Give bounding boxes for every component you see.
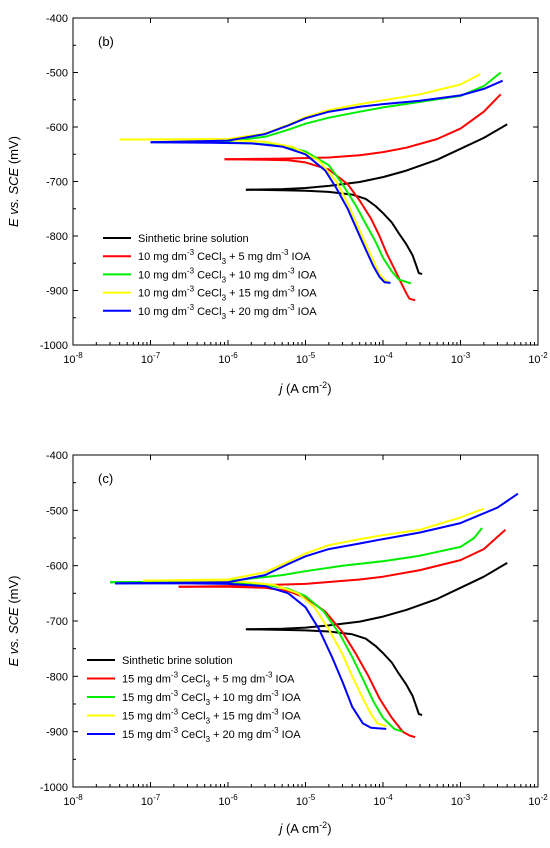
- x-axis-label: j (A cm-2): [277, 820, 331, 836]
- chart-panel-1: -1000 -900 -800 -700 -600 -500 -400 10-8 10-7 10-…: [6, 13, 548, 396]
- y-tick-label: -1000: [40, 340, 68, 352]
- series-4-anodic-branch: [119, 73, 481, 141]
- series-1-anodic-branch: [245, 123, 508, 191]
- series-2-cathodic-branch: [178, 585, 416, 739]
- series-2-anodic-branch: [178, 528, 507, 588]
- series-3-anodic-branch: [156, 71, 502, 144]
- legend-entry: Sinthetic brine solution: [138, 233, 249, 245]
- x-tick-label: 10-8: [63, 793, 83, 808]
- y-axis-label: E vs. SCE (mV): [6, 136, 21, 227]
- series-5-anodic-branch: [150, 79, 504, 144]
- y-tick-label: -900: [46, 286, 68, 298]
- y-tick-label: -700: [46, 616, 68, 628]
- series-2-cathodic-branch: [224, 158, 416, 302]
- x-tick-label: 10-2: [528, 351, 548, 366]
- series-3-cathodic-branch: [110, 581, 404, 733]
- series-1-cathodic-branch: [245, 628, 423, 717]
- legend-entry: 10 mg dm-3 CeCl3 + 5 mg dm-3 IOA: [138, 248, 311, 266]
- y-tick-label: -900: [46, 727, 68, 739]
- x-tick-label: 10-3: [451, 793, 471, 808]
- x-axis-label: j (A cm-2): [277, 380, 331, 396]
- series-4-cathodic-branch: [143, 579, 387, 728]
- y-axis-label: E vs. SCE (mV): [6, 575, 21, 666]
- series-5-anodic-branch: [115, 492, 519, 585]
- y-tick-label: -500: [46, 505, 68, 517]
- panel-label: (b): [98, 34, 114, 49]
- y-tick-label: -700: [46, 177, 68, 189]
- y-tick-label: -1000: [40, 782, 68, 794]
- legend-entry: 15 mg dm-3 CeCl3 + 15 mg dm-3 IOA: [122, 708, 301, 726]
- chart-panel-2: -1000 -900 -800 -700 -600 -500 -400 10-8 10-7 10-…: [6, 450, 548, 836]
- legend-entry: 15 mg dm-3 CeCl3 + 5 mg dm-3 IOA: [122, 671, 295, 689]
- y-tick-label: -800: [46, 231, 68, 243]
- legend-entry: 10 mg dm-3 CeCl3 + 10 mg dm-3 IOA: [138, 266, 317, 284]
- y-tick-label: -500: [46, 68, 68, 80]
- x-tick-label: 10-8: [63, 351, 83, 366]
- x-tick-label: 10-5: [296, 793, 316, 808]
- legend-entry: 10 mg dm-3 CeCl3 + 20 mg dm-3 IOA: [138, 303, 317, 321]
- series-1-cathodic-branch: [245, 188, 423, 276]
- legend-entry: 15 mg dm-3 CeCl3 + 10 mg dm-3 IOA: [122, 689, 301, 707]
- series-3-anodic-branch: [109, 527, 483, 584]
- x-tick-label: 10-3: [451, 351, 471, 366]
- y-tick-label: -400: [46, 450, 68, 462]
- legend-entry: 10 mg dm-3 CeCl3 + 15 mg dm-3 IOA: [138, 285, 317, 303]
- legend-entry: 15 mg dm-3 CeCl3 + 20 mg dm-3 IOA: [122, 726, 301, 744]
- series-2-anodic-branch: [224, 93, 502, 161]
- x-tick-label: 10-4: [373, 351, 393, 366]
- x-tick-label: 10-7: [141, 793, 161, 808]
- series-5-cathodic-branch: [150, 141, 391, 284]
- panel-label: (c): [98, 471, 113, 486]
- x-tick-label: 10-5: [296, 351, 316, 366]
- x-tick-label: 10-2: [528, 793, 548, 808]
- series-1-anodic-branch: [245, 562, 508, 631]
- y-tick-label: -400: [46, 13, 68, 25]
- series-4-anodic-branch: [142, 507, 485, 582]
- series-5-cathodic-branch: [115, 582, 387, 730]
- x-tick-label: 10-6: [218, 351, 238, 366]
- x-tick-label: 10-7: [141, 351, 161, 366]
- legend-entry: Sinthetic brine solution: [122, 655, 233, 667]
- y-tick-label: -800: [46, 671, 68, 683]
- y-tick-label: -600: [46, 122, 68, 134]
- x-tick-label: 10-4: [373, 793, 393, 808]
- y-tick-label: -600: [46, 561, 68, 573]
- x-tick-label: 10-6: [218, 793, 238, 808]
